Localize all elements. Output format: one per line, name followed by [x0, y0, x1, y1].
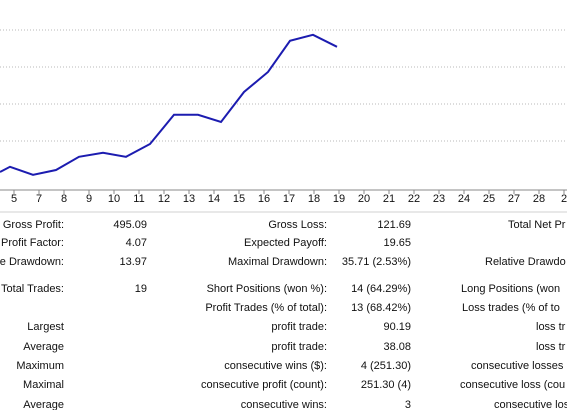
stat-label: Profit Factor: [1, 237, 64, 249]
stat-label: consecutive los [494, 399, 567, 410]
stat-label: e Drawdown: [0, 256, 64, 268]
stat-label: Maximal Drawdown: [228, 256, 327, 268]
x-tick-label: 23 [433, 193, 445, 205]
stat-label: loss tr [536, 341, 566, 353]
x-tick-label: 24 [458, 193, 470, 205]
x-tick-label: 22 [408, 193, 420, 205]
stat-label: Profit Trades (% of total): [205, 302, 327, 314]
stat-value: 3 [405, 399, 411, 410]
stat-value: 13 (68.42%) [351, 302, 411, 314]
stat-value: 13.97 [119, 256, 147, 268]
stat-value: 35.71 (2.53%) [342, 256, 411, 268]
stat-label: Relative Drawdo [485, 256, 566, 268]
balance-line [0, 33, 338, 176]
stat-value: 38.08 [383, 341, 411, 353]
x-tick-label: 16 [258, 193, 270, 205]
x-tick-label: 14 [208, 193, 220, 205]
stat-label: consecutive loss (cou [460, 379, 565, 391]
x-tick-label: 9 [86, 193, 92, 205]
x-tick-label: 15 [233, 193, 245, 205]
stat-label: Average [23, 341, 64, 353]
stat-label: Largest [27, 321, 64, 333]
stat-label: profit trade: [271, 321, 327, 333]
stat-value: 4.07 [126, 237, 147, 249]
x-tick-label: 13 [183, 193, 195, 205]
stat-value: 4 (251.30) [361, 360, 411, 372]
x-tick-label: 25 [483, 193, 495, 205]
stat-label: Total Net Pr [508, 219, 566, 231]
x-tick-label: 10 [108, 193, 120, 205]
x-tick-label: 5 [11, 193, 17, 205]
x-tick-label: 28 [533, 193, 545, 205]
stat-value: 121.69 [377, 219, 411, 231]
x-tick-label: 20 [358, 193, 370, 205]
stat-label: loss tr [536, 321, 566, 333]
stat-value: 19 [135, 283, 147, 295]
stat-label: consecutive wins ($): [224, 360, 327, 372]
x-tick-label: 11 [133, 193, 144, 205]
stat-label: consecutive wins: [241, 399, 327, 410]
x-tick-label: 7 [36, 193, 42, 205]
stat-value: 90.19 [383, 321, 411, 333]
x-tick-label: 8 [61, 193, 67, 205]
stat-label: Total Trades: [1, 283, 64, 295]
x-tick-label: 12 [158, 193, 170, 205]
x-tick-label: 21 [383, 193, 395, 205]
stat-label: Loss trades (% of to [462, 302, 560, 314]
stat-label: Expected Payoff: [244, 237, 327, 249]
stat-label: Gross Profit: [3, 219, 64, 231]
stat-value: 19.65 [383, 237, 411, 249]
stat-label: Maximal [23, 379, 64, 391]
stat-value: 251.30 (4) [361, 379, 411, 391]
stat-label: profit trade: [271, 341, 327, 353]
stat-label: Maximum [16, 360, 64, 372]
stat-label: consecutive losses [471, 360, 564, 372]
chart-area [0, 0, 567, 190]
x-tick-label: 2 [561, 193, 567, 205]
stat-label: Short Positions (won %): [207, 283, 327, 295]
stat-value: 495.09 [113, 219, 147, 231]
x-tick-label: 19 [333, 193, 345, 205]
stat-label: consecutive profit (count): [201, 379, 327, 391]
x-tick-label: 27 [508, 193, 520, 205]
stat-value: 14 (64.29%) [351, 283, 411, 295]
stat-label: Long Positions (won [461, 283, 560, 295]
stat-label: Gross Loss: [268, 219, 327, 231]
x-tick-label: 17 [283, 193, 295, 205]
x-tick-label: 18 [308, 193, 320, 205]
stat-label: Average [23, 399, 64, 410]
